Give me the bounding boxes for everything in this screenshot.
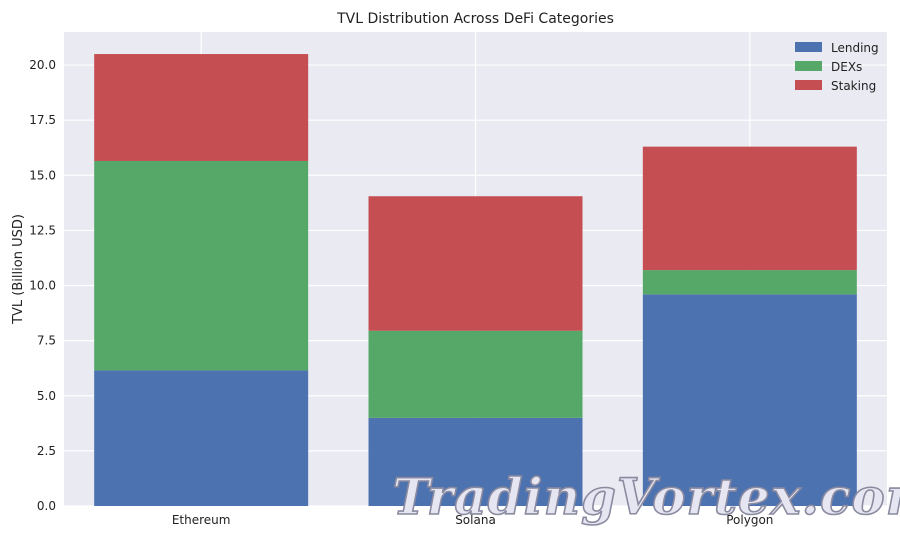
y-tick-label: 0.0 (37, 499, 56, 513)
y-tick-label: 5.0 (37, 389, 56, 403)
x-tick-label: Solana (455, 513, 496, 527)
bar-lending-solana (368, 417, 583, 506)
x-axis-ticks: Ethereum Solana Polygon (172, 513, 774, 527)
bar-dexs-ethereum (94, 160, 309, 371)
y-axis-label: TVL (Billion USD) (11, 214, 26, 325)
legend-swatch-staking (795, 80, 822, 90)
bar-dexs-polygon (642, 270, 857, 295)
y-tick-label: 7.5 (37, 334, 56, 348)
bar-staking-ethereum (94, 54, 309, 161)
y-axis-ticks: 0.0 2.5 5.0 7.5 10.0 12.5 15.0 17.5 20.0 (29, 58, 56, 513)
y-tick-label: 15.0 (29, 168, 56, 182)
bar-lending-ethereum (94, 370, 309, 506)
y-tick-label: 17.5 (29, 113, 56, 127)
legend-label-staking: Staking (831, 79, 876, 93)
legend-label-lending: Lending (831, 41, 879, 55)
bar-dexs-solana (368, 330, 583, 418)
y-tick-label: 20.0 (29, 58, 56, 72)
bar-staking-solana (368, 196, 583, 331)
bar-lending-polygon (642, 294, 857, 506)
bars (94, 54, 857, 506)
x-tick-label: Ethereum (172, 513, 231, 527)
legend-label-dexs: DEXs (831, 60, 862, 74)
legend-swatch-dexs (795, 61, 822, 71)
legend: Lending DEXs Staking (795, 41, 879, 93)
legend-swatch-lending (795, 42, 822, 52)
y-tick-label: 2.5 (37, 444, 56, 458)
watermark: TradingVortex.com (392, 467, 900, 526)
x-tick-label: Polygon (726, 513, 773, 527)
chart-title: TVL Distribution Across DeFi Categories (336, 11, 614, 27)
bar-staking-polygon (642, 146, 857, 271)
y-tick-label: 10.0 (29, 279, 56, 293)
y-tick-label: 12.5 (29, 223, 56, 237)
